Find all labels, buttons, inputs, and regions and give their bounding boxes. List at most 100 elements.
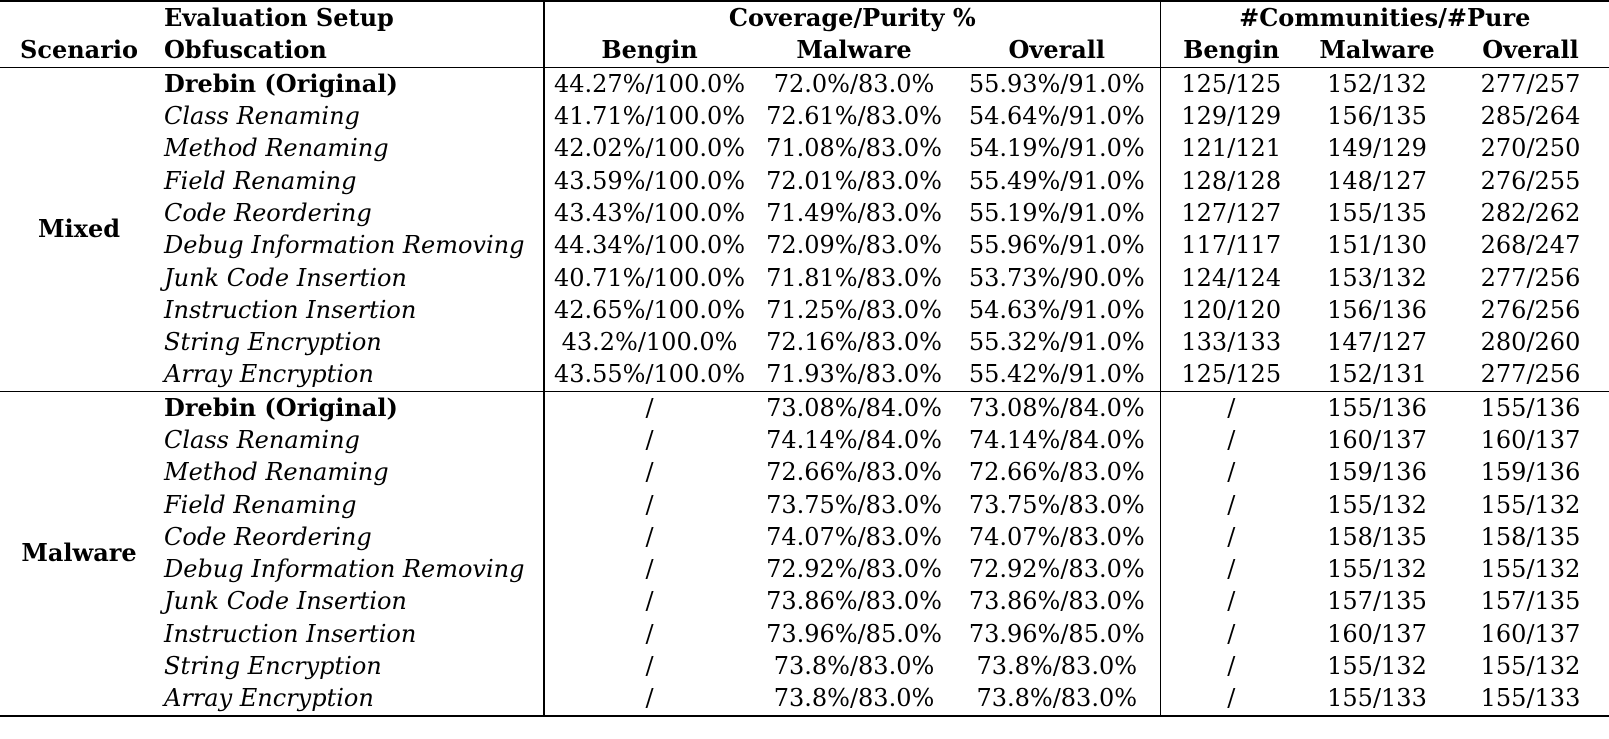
communities-malware-cell: 153/132	[1327, 263, 1427, 292]
obfuscation-cell: Instruction Insertion	[158, 617, 545, 650]
communities-bengin-cell: /	[1227, 652, 1236, 681]
coverage-purity-overall-cell: 72.66%/83.0%	[954, 456, 1161, 489]
coverage-purity-bengin-cell: /	[645, 587, 654, 616]
communities-overall-cell: 282/262	[1480, 198, 1581, 227]
coverage-purity-bengin-cell: /	[645, 652, 654, 681]
communities-malware-cell: 149/129	[1327, 134, 1427, 163]
communities-malware-cell: 156/135	[1327, 102, 1427, 131]
communities-malware-cell: 155/136	[1302, 390, 1452, 424]
table-row: Malware Drebin (Original)/73.08%/84.0% 73.…	[0, 390, 1609, 716]
coverage-purity-malware-cell: 71.25%/83.0%	[766, 295, 942, 324]
communities-malware-cell: 152/131	[1327, 360, 1427, 389]
communities-bengin-cell: /	[1227, 522, 1236, 551]
table-row: Method Renaming 42.02%/100.0% 71.08%/83.0%…	[0, 132, 1609, 165]
table-row: Code Reordering 43.43%/100.0% 71.49%/83.0%…	[0, 196, 1609, 230]
communities-overall-cell: 155/132	[1480, 555, 1581, 584]
obfuscation-cell: Field Renaming	[158, 488, 545, 521]
header-cm-bengin: Bengin	[1183, 35, 1280, 65]
obfuscation-cell: Drebin (Original)	[158, 390, 545, 424]
coverage-purity-bengin-cell: 40.71%/100.0%	[553, 263, 746, 292]
communities-overall-cell: 277/257	[1480, 69, 1581, 98]
coverage-purity-overall-cell: 54.64%/91.0%	[954, 99, 1161, 133]
header-group-row: Evaluation Setup Coverage/Purity % #Comm…	[0, 1, 1609, 35]
communities-malware-cell: 152/132	[1327, 69, 1427, 98]
coverage-purity-bengin-cell: /	[544, 390, 754, 424]
coverage-purity-overall-cell: 55.49%/91.0%	[954, 164, 1161, 197]
communities-malware-cell: 155/133	[1327, 684, 1427, 713]
obfuscation-cell: String Encryption	[158, 649, 545, 683]
coverage-purity-overall-cell: 73.86%/83.0%	[954, 585, 1161, 618]
obfuscation-cell: Drebin (Original)	[158, 67, 545, 100]
communities-malware-cell: 156/136	[1327, 295, 1427, 324]
obfuscation-cell: Debug Information Removing	[158, 229, 545, 262]
coverage-purity-bengin-cell: 44.34%/100.0%	[553, 231, 746, 260]
communities-overall-cell: 277/256	[1480, 360, 1581, 389]
table-row: Instruction Insertion 42.65%/100.0% 71.25%…	[0, 293, 1609, 326]
table-row: Field Renaming / 73.75%/83.0% 73.75%/83.0% /…	[0, 488, 1609, 521]
results-table: Evaluation Setup Coverage/Purity % #Comm…	[0, 1, 1609, 716]
coverage-purity-overall-cell: 53.73%/90.0%	[954, 261, 1161, 294]
coverage-purity-malware-cell: 73.96%/85.0%	[766, 619, 942, 648]
communities-malware-cell: 155/135	[1327, 198, 1427, 227]
communities-bengin-cell: 117/117	[1181, 231, 1282, 260]
header-cm-malware: Malware	[1319, 35, 1435, 65]
communities-malware-cell: 155/132	[1327, 490, 1427, 519]
header-scenario: Scenario	[20, 35, 138, 65]
communities-bengin-cell: 127/127	[1181, 198, 1282, 227]
communities-bengin-cell: 124/124	[1181, 263, 1282, 292]
obfuscation-cell: Class Renaming	[158, 99, 545, 133]
obfuscation-cell: Method Renaming	[158, 456, 545, 489]
communities-bengin-cell: 125/125	[1181, 360, 1282, 389]
coverage-purity-malware-cell: 71.08%/83.0%	[766, 134, 942, 163]
scenario-label: Malware	[0, 390, 158, 716]
header-communities-pure: #Communities/#Pure	[1239, 3, 1531, 33]
obfuscation-cell: Instruction Insertion	[158, 293, 545, 326]
table-row: Debug Information Removing / 72.92%/83.0% 7…	[0, 553, 1609, 586]
table-row: Junk Code Insertion / 73.86%/83.0% 73.86%/8…	[0, 585, 1609, 618]
coverage-purity-bengin-cell: /	[645, 426, 654, 454]
table-row: Field Renaming 43.59%/100.0% 72.01%/83.0% 5…	[0, 164, 1609, 197]
coverage-purity-overall-cell: 55.19%/91.0%	[954, 196, 1161, 230]
coverage-purity-malware-cell: 73.86%/83.0%	[766, 587, 942, 616]
communities-overall-cell: 160/137	[1480, 426, 1581, 454]
coverage-purity-overall-cell: 55.32%/91.0%	[954, 325, 1161, 359]
coverage-purity-bengin-cell: 43.59%/100.0%	[553, 166, 746, 195]
communities-malware-cell: 155/132	[1327, 555, 1427, 584]
table-row: Junk Code Insertion 40.71%/100.0% 71.81%/8…	[0, 261, 1609, 294]
coverage-purity-malware-cell: 74.07%/83.0%	[766, 522, 942, 551]
coverage-purity-bengin-cell: /	[645, 522, 654, 551]
coverage-purity-bengin-cell: 42.65%/100.0%	[553, 295, 746, 324]
table-row: Class Renaming 41.71%/100.0% 72.61%/83.0% 5…	[0, 99, 1609, 133]
header-cm-overall: Overall	[1482, 35, 1579, 65]
communities-bengin-cell: /	[1160, 390, 1302, 424]
communities-overall-cell: 277/256	[1480, 263, 1581, 292]
coverage-purity-overall-cell: 73.75%/83.0%	[954, 488, 1161, 521]
communities-overall-cell: 268/247	[1480, 231, 1581, 260]
obfuscation-cell: Array Encryption	[158, 682, 545, 716]
table-row: Method Renaming / 72.66%/83.0% 72.66%/83.0%…	[0, 456, 1609, 489]
coverage-purity-malware-cell: 74.14%/84.0%	[766, 426, 942, 454]
coverage-purity-malware-cell: 72.16%/83.0%	[766, 328, 942, 357]
communities-overall-cell: 155/132	[1480, 652, 1581, 681]
header-evaluation-setup: Evaluation Setup	[158, 1, 545, 35]
table-row: Class Renaming / 74.14%/84.0% 74.14%/84.0% /…	[0, 423, 1609, 457]
communities-bengin-cell: /	[1227, 684, 1236, 713]
communities-overall-cell: 160/137	[1480, 619, 1581, 648]
communities-overall-cell: 155/136	[1452, 390, 1609, 424]
obfuscation-cell: String Encryption	[158, 325, 545, 359]
communities-bengin-cell: 128/128	[1181, 166, 1282, 195]
coverage-purity-bengin-cell: 43.55%/100.0%	[553, 360, 746, 389]
obfuscation-cell: Array Encryption	[158, 358, 545, 392]
obfuscation-cell: Field Renaming	[158, 164, 545, 197]
table-body: Mixed Drebin (Original) 44.27%/100.0% 72.0%…	[0, 67, 1609, 716]
coverage-purity-malware-cell: 72.61%/83.0%	[766, 102, 942, 131]
coverage-purity-bengin-cell: /	[645, 619, 654, 648]
coverage-purity-malware-cell: 73.8%/83.0%	[773, 684, 935, 713]
table-row: Array Encryption 43.55%/100.0% 71.93%/83.0…	[0, 358, 1609, 392]
coverage-purity-overall-cell: 74.07%/83.0%	[954, 520, 1161, 554]
coverage-purity-overall-cell: 73.8%/83.0%	[954, 649, 1161, 683]
header-column-row: Scenario Obfuscation Bengin Malware Over…	[0, 34, 1609, 68]
coverage-purity-overall-cell: 55.96%/91.0%	[954, 229, 1161, 262]
coverage-purity-bengin-cell: 44.27%/100.0%	[553, 69, 746, 98]
coverage-purity-malware-cell: 71.49%/83.0%	[766, 198, 942, 227]
